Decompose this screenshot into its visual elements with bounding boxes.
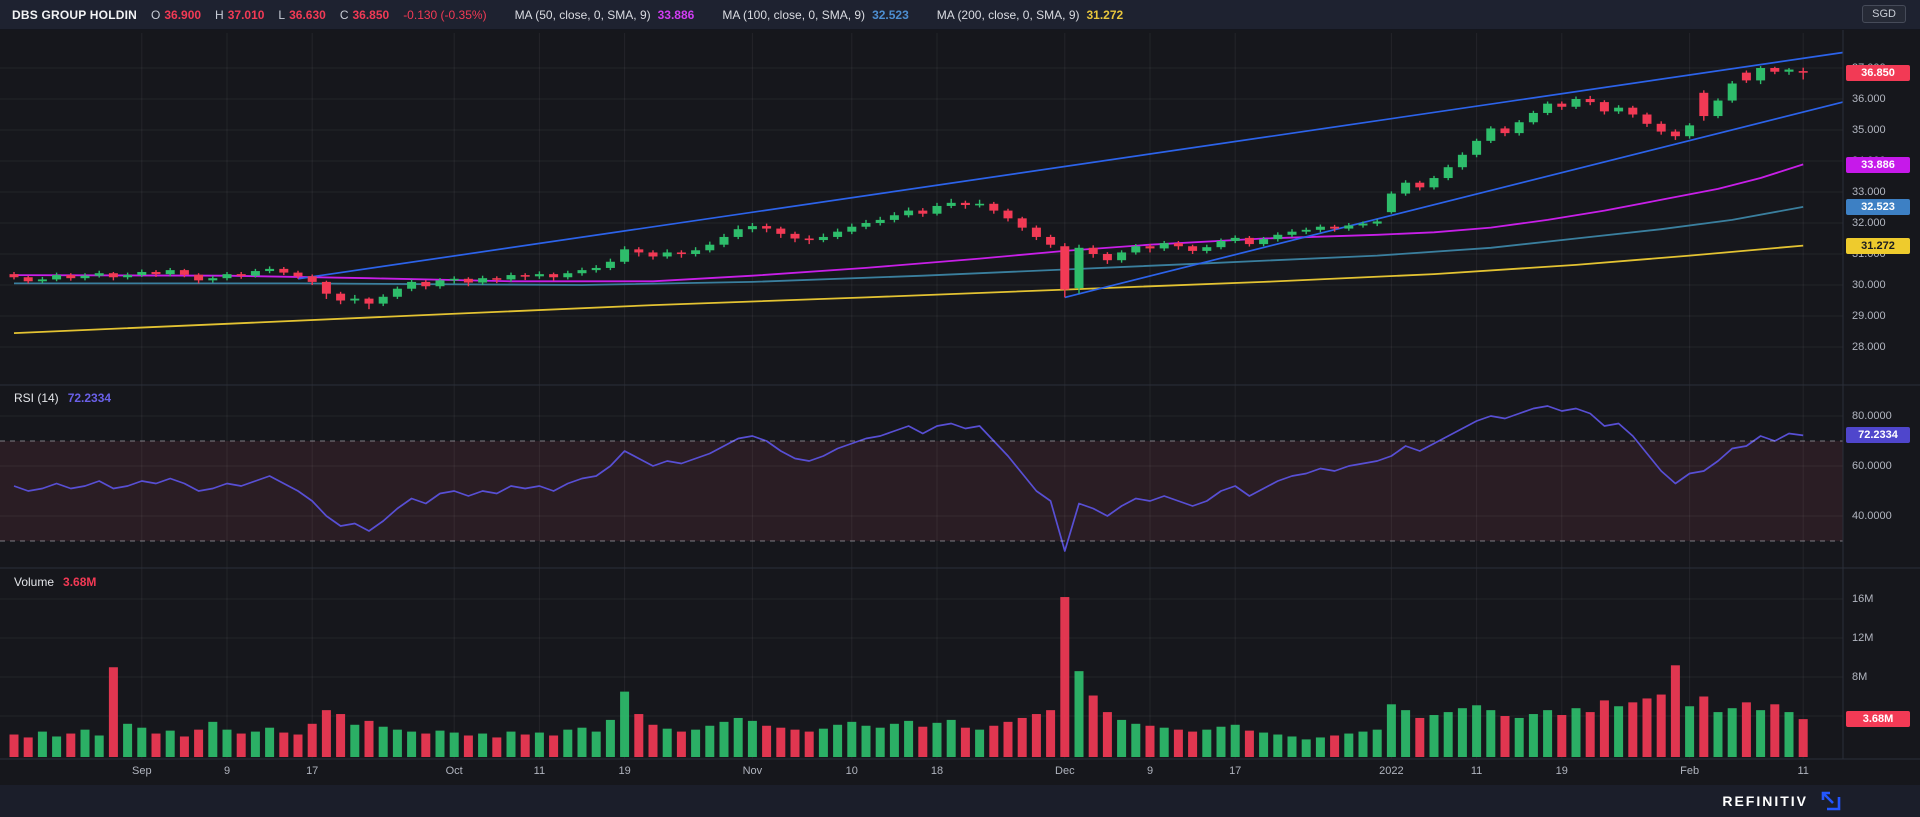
time-axis-label: 19 [618,765,631,777]
open-label: O [151,7,161,22]
open-value: 36.900 [164,7,202,22]
rsi-axis-label: 80.0000 [1852,410,1892,422]
time-axis-label: 2022 [1379,765,1404,777]
time-axis-label: 9 [223,765,231,777]
volume-label: Volume [14,575,55,589]
axis-badge: 36.850 [1846,64,1910,81]
time-axis-label: 18 [930,765,944,777]
refinitiv-logo-icon [1821,791,1841,811]
ohlc-open: O 36.900 [151,8,201,22]
price-axis-label: 35.000 [1852,124,1886,136]
rsi-axis-label: 40.0000 [1852,510,1892,522]
volume-value: 3.68M [63,575,97,589]
change-value: -0.130 (-0.35%) [403,7,487,22]
axis-badge: 3.68M [1846,711,1910,728]
price-axis-label: 30.000 [1852,279,1886,291]
time-axis-label: 17 [1229,765,1242,777]
ma200-legend[interactable]: MA (200, close, 0, SMA, 9) 31.272 [937,8,1123,22]
time-axis-label: Dec [1055,765,1075,777]
volume-axis-label: 12M [1852,632,1874,644]
high-value: 37.010 [227,7,265,22]
time-axis-label: 11 [533,765,546,777]
ma200-value: 31.272 [1086,7,1124,22]
time-axis-label: Feb [1680,765,1700,777]
ma50-value: 33.886 [657,7,695,22]
ohlc-close: C 36.850 [340,8,389,22]
ma200-label: MA (200, close, 0, SMA, 9) [936,7,1080,22]
volume-axis-label: 16M [1852,593,1874,605]
instrument-symbol[interactable]: DBS GROUP HOLDIN [12,7,137,22]
chart-legend-bar: DBS GROUP HOLDIN O 36.900 H 37.010 L 36.630… [0,0,1920,30]
low-label: L [278,7,286,22]
axis-badge: 72.2334 [1846,427,1910,444]
price-axis-label: 33.000 [1852,186,1886,198]
currency-button[interactable]: SGD [1862,5,1906,23]
time-axis-label: 10 [845,765,858,777]
volume-panel-legend[interactable]: Volume 3.68M [14,575,96,589]
price-axis-label: 29.000 [1852,310,1886,322]
time-axis-label: 19 [1555,765,1568,777]
time-axis-label: Oct [445,765,463,777]
axis-badge: 31.272 [1846,237,1910,254]
rsi-panel-legend[interactable]: RSI (14) 72.2334 [14,391,111,405]
rsi-axis-label: 60.0000 [1852,460,1892,472]
time-axis-label: Sep [132,765,152,777]
time-axis-label: 17 [306,765,319,777]
volume-axis-label: 8M [1852,671,1868,683]
refinitiv-wordmark: REFINITIV [1722,793,1808,809]
ohlc-high: H 37.010 [215,8,264,22]
rsi-label: RSI (14) [14,391,59,405]
time-axis-label: 9 [1146,765,1154,777]
axis-badge: 32.523 [1846,198,1910,215]
ohlc-low: L 36.630 [278,8,325,22]
time-axis-label: 11 [1470,765,1483,777]
axis-badge: 33.886 [1846,156,1910,173]
price-axis-label: 32.000 [1852,217,1886,229]
low-value: 36.630 [289,7,326,22]
ma100-legend[interactable]: MA (100, close, 0, SMA, 9) 32.523 [722,8,908,22]
ma50-label: MA (50, close, 0, SMA, 9) [514,7,651,22]
time-axis-label: 11 [1797,765,1809,777]
ma100-value: 32.523 [872,7,909,22]
close-value: 36.850 [352,7,390,22]
bottom-brand-bar: REFINITIV [0,785,1920,817]
ma50-legend[interactable]: MA (50, close, 0, SMA, 9) 33.886 [515,8,695,22]
close-label: C [339,7,349,22]
price-axis-label: 28.000 [1852,341,1886,353]
time-axis-label: Nov [742,765,763,777]
high-label: H [215,7,224,22]
price-axis-label: 36.000 [1852,93,1886,105]
ma100-label: MA (100, close, 0, SMA, 9) [722,7,866,22]
rsi-value: 72.2334 [67,391,112,405]
